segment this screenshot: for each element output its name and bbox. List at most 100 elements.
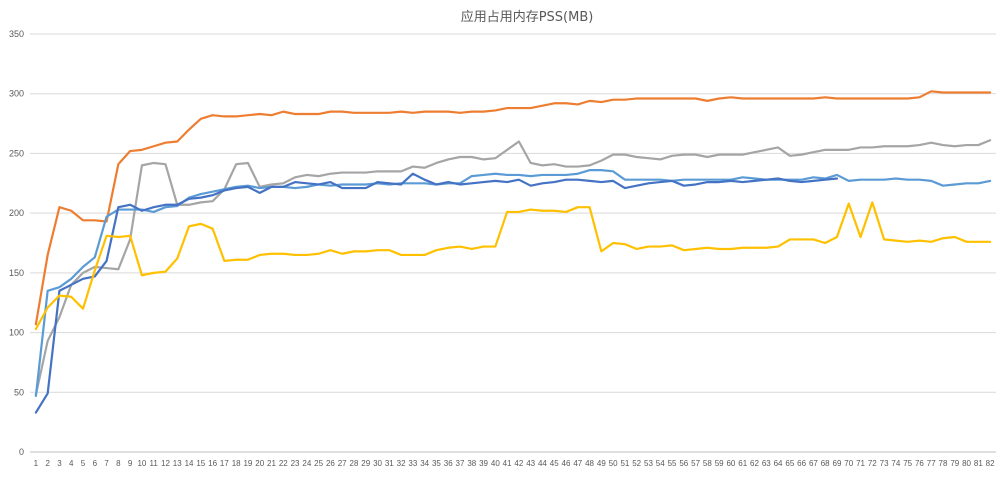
x-tick-label: 28 — [350, 459, 359, 468]
x-tick-label: 44 — [538, 459, 547, 468]
x-tick-label: 74 — [891, 459, 900, 468]
x-tick-label: 31 — [385, 459, 394, 468]
x-tick-label: 1 — [34, 459, 39, 468]
x-tick-label: 39 — [479, 459, 488, 468]
x-tick-label: 3 — [57, 459, 62, 468]
x-tick-label: 73 — [880, 459, 889, 468]
x-tick-label: 6 — [93, 459, 98, 468]
x-tick-label: 33 — [408, 459, 417, 468]
x-tick-label: 47 — [573, 459, 582, 468]
chart-title: 应用占用内存PSS(MB) — [461, 9, 594, 25]
x-tick-label: 16 — [208, 459, 217, 468]
series-line-4 — [34, 172, 839, 414]
x-tick-label: 5 — [81, 459, 86, 468]
x-tick-label: 71 — [856, 459, 865, 468]
y-tick-label: 0 — [19, 447, 24, 457]
x-tick-label: 11 — [150, 459, 159, 468]
x-tick-label: 54 — [656, 459, 665, 468]
x-tick-label: 22 — [279, 459, 288, 468]
x-tick-label: 77 — [927, 459, 936, 468]
x-tick-label: 79 — [950, 459, 959, 468]
x-tick-label: 32 — [397, 459, 406, 468]
series-line-2 — [34, 139, 992, 396]
x-tick-label: 21 — [267, 459, 276, 468]
x-tick-label: 10 — [137, 459, 146, 468]
y-tick-label: 350 — [9, 29, 24, 39]
x-tick-label: 81 — [974, 459, 983, 468]
x-tick-label: 8 — [116, 459, 121, 468]
x-tick-label: 20 — [255, 459, 264, 468]
x-tick-label: 35 — [432, 459, 441, 468]
x-tick-label: 82 — [986, 459, 995, 468]
y-tick-label: 100 — [9, 328, 24, 338]
x-tick-label: 78 — [939, 459, 948, 468]
x-tick-label: 30 — [373, 459, 382, 468]
x-tick-label: 67 — [809, 459, 818, 468]
x-tick-label: 42 — [514, 459, 523, 468]
x-tick-label: 56 — [679, 459, 688, 468]
x-tick-label: 72 — [868, 459, 877, 468]
x-tick-label: 2 — [45, 459, 50, 468]
y-tick-label: 150 — [9, 268, 24, 278]
x-tick-label: 64 — [774, 459, 783, 468]
x-tick-label: 68 — [821, 459, 830, 468]
x-tick-label: 49 — [597, 459, 606, 468]
x-tick-label: 45 — [550, 459, 559, 468]
x-tick-label: 24 — [302, 459, 311, 468]
x-tick-label: 76 — [915, 459, 924, 468]
x-tick-label: 13 — [173, 459, 182, 468]
x-tick-label: 61 — [738, 459, 747, 468]
y-tick-label: 250 — [9, 148, 24, 158]
x-tick-label: 18 — [232, 459, 241, 468]
x-tick-label: 29 — [361, 459, 370, 468]
series-line-3 — [34, 169, 992, 397]
x-tick-label: 69 — [833, 459, 842, 468]
x-tick-label: 12 — [161, 459, 170, 468]
x-tick-label: 70 — [844, 459, 853, 468]
x-tick-label: 25 — [314, 459, 323, 468]
x-tick-label: 38 — [467, 459, 476, 468]
x-tick-label: 62 — [750, 459, 759, 468]
x-tick-label: 36 — [444, 459, 453, 468]
x-tick-label: 53 — [644, 459, 653, 468]
x-tick-label: 7 — [104, 459, 109, 468]
x-tick-label: 55 — [668, 459, 677, 468]
x-tick-label: 19 — [243, 459, 252, 468]
x-tick-label: 57 — [691, 459, 700, 468]
x-tick-label: 63 — [762, 459, 771, 468]
x-tick-label: 58 — [703, 459, 712, 468]
y-tick-label: 50 — [14, 387, 24, 397]
x-tick-label: 75 — [903, 459, 912, 468]
x-tick-label: 60 — [726, 459, 735, 468]
x-tick-label: 34 — [420, 459, 429, 468]
x-tick-label: 14 — [185, 459, 194, 468]
y-tick-label: 200 — [9, 208, 24, 218]
gridlines — [30, 33, 996, 453]
x-tick-label: 41 — [503, 459, 512, 468]
x-tick-label: 48 — [585, 459, 594, 468]
y-tick-label: 300 — [9, 89, 24, 99]
x-tick-label: 23 — [291, 459, 300, 468]
x-tick-label: 52 — [632, 459, 641, 468]
x-tick-label: 65 — [785, 459, 794, 468]
x-tick-label: 26 — [326, 459, 335, 468]
series-lines — [34, 90, 992, 414]
series-line-5 — [34, 201, 992, 331]
x-tick-label: 40 — [491, 459, 500, 468]
x-tick-label: 43 — [526, 459, 535, 468]
x-tick-label: 46 — [562, 459, 571, 468]
y-axis-ticks: 0 50 100 150 200 250 300 350 — [9, 29, 24, 457]
x-tick-label: 15 — [196, 459, 205, 468]
series-line-1 — [34, 90, 992, 326]
x-tick-label: 27 — [338, 459, 347, 468]
x-tick-label: 9 — [128, 459, 133, 468]
x-tick-label: 59 — [715, 459, 724, 468]
x-tick-label: 66 — [797, 459, 806, 468]
x-tick-label: 37 — [456, 459, 465, 468]
x-tick-label: 50 — [609, 459, 618, 468]
x-tick-label: 51 — [620, 459, 629, 468]
x-axis-ticks: 1 2 3 4 5 6 7 8 9 10 11 12 13 14 15 16 17 18 19 20 21 22 23 24 2… — [34, 459, 995, 468]
